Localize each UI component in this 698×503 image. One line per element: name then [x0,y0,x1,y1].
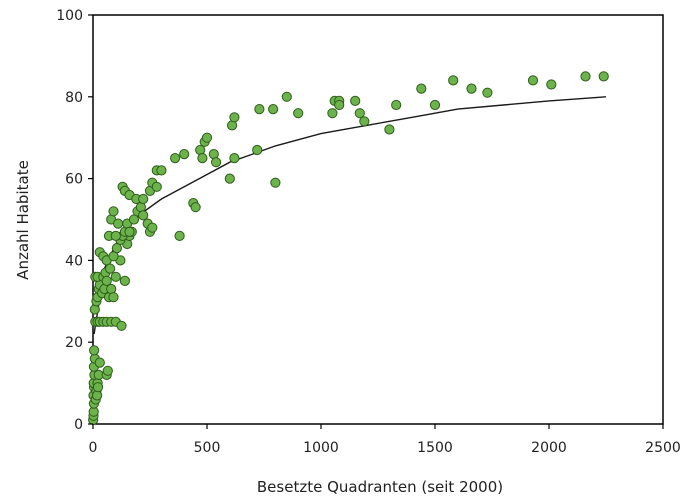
x-tick-label: 1000 [303,440,339,456]
data-point [113,218,124,229]
data-point [281,91,292,102]
data-point [270,177,281,188]
data-point [174,230,185,241]
data-point [391,99,402,111]
data-point [416,83,427,94]
data-point [156,165,167,176]
y-tick-label: 100 [56,8,83,24]
data-point [105,263,116,274]
x-tick-label: 2500 [645,440,681,456]
data-point [151,181,162,192]
data-point [138,193,149,205]
x-tick-label: 0 [89,440,98,456]
x-tick-label: 500 [194,440,221,456]
trend-line [93,96,607,335]
x-axis-label: Besetzte Quadranten (seit 2000) [257,478,503,496]
data-point [268,104,279,115]
data-point [110,271,121,282]
y-tick-label: 40 [65,253,83,269]
x-tick-label: 2000 [531,440,567,456]
data-point [119,275,131,286]
data-point [170,153,181,164]
data-point [94,357,105,368]
data-point [359,116,370,127]
data-point [108,206,119,217]
data-point [254,104,265,115]
y-tick-label: 20 [65,335,83,351]
data-point [482,87,493,98]
data-point [89,304,100,315]
data-point [229,153,240,164]
data-point [384,124,395,135]
data-point [108,292,119,303]
data-point [92,382,104,393]
data-point [350,95,361,107]
trend-layer [93,96,607,335]
data-point [334,99,345,111]
data-point [546,79,557,90]
data-point [116,320,127,331]
data-point [89,345,100,356]
data-point [179,149,190,160]
y-tick-label: 80 [65,90,83,106]
x-axis-ticks: 0 500 1000 1500 2000 2500 [89,424,681,456]
data-point [252,144,263,156]
data-point [293,108,304,119]
data-point [448,75,459,86]
data-point [138,210,149,221]
y-axis-label: Anzahl Habitate [14,160,32,280]
plot-frame [92,14,664,425]
data-point [110,230,121,241]
data-point [466,83,477,94]
data-point [354,108,365,119]
data-point [201,132,213,143]
y-axis-ticks: 0 20 40 60 80 100 [56,8,93,433]
data-point [102,365,113,376]
data-point [429,99,441,111]
data-point [598,71,609,82]
plot-frame-rect [92,14,664,425]
data-point [229,112,240,123]
data-point [124,226,135,237]
data-point [190,202,201,213]
data-point [211,157,222,168]
data-point [147,222,158,233]
x-tick-label: 1500 [417,440,453,456]
data-point [224,173,235,184]
data-point [527,75,539,86]
data-point [327,108,338,119]
data-point [580,71,591,82]
points-layer [88,71,609,425]
data-point [101,275,112,286]
data-point [197,153,208,164]
y-tick-label: 60 [65,172,83,188]
y-tick-label: 0 [74,417,83,433]
